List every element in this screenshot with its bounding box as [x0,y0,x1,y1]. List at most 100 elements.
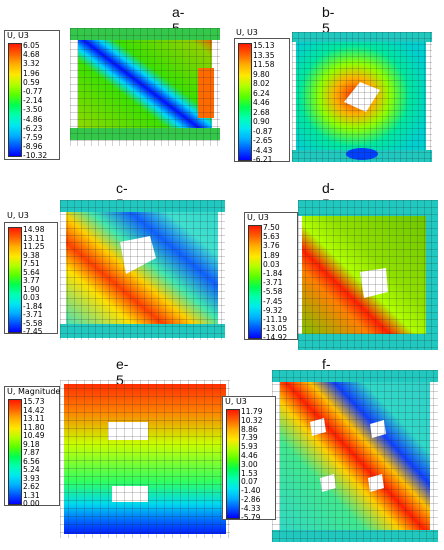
legend-value: 14.98 [23,225,45,234]
legend-field-label-b5: U, U3 [236,28,258,37]
legend-value: -2.65 [253,136,273,145]
legend-value: 2.62 [23,482,40,491]
legend-value: 7.87 [23,448,40,457]
legend-value: 4.46 [253,98,270,107]
legend-field-label: U, U3 [7,31,29,40]
legend-value: -1.84 [23,301,43,311]
fem-contour-plot-c5 [60,200,225,340]
fem-contour-plot-d5 [298,200,438,350]
legend-field-label: U, U3 [7,211,29,220]
legend-value: 11.80 [23,422,45,432]
fem-contour-plot-f5 [272,370,438,542]
legend-value: 15.73 [23,397,45,406]
legend-value: 6.05 [23,41,40,50]
legend-value: -10.32 [23,151,48,161]
legend-value: 1.53 [241,468,258,478]
legend-value: 0.03 [23,293,40,302]
legend-value: -11.19 [263,315,288,324]
legend-value: 7.50 [263,223,280,232]
contour-legend: U, U3 7.50 5.63 3.76 1.89 0.03 -1.84 -3.… [244,212,298,343]
legend-value: -9.32 [263,305,283,315]
legend-value: -2.14 [23,96,43,106]
legend-value: 10.49 [23,431,45,440]
legend-value: 10.32 [241,415,263,425]
legend-value: -0.77 [23,87,43,96]
legend-value: -2.86 [241,495,261,504]
legend-value: -6.23 [23,123,43,133]
legend-value: -6.21 [253,155,273,164]
legend-value: -1.84 [263,269,283,278]
legend-value: -0.87 [253,126,273,136]
color-scale-bar [8,399,22,505]
legend-value: 5.93 [241,442,258,452]
legend-value: 11.25 [23,242,45,251]
color-scale-bar [226,409,240,519]
legend-value: -7.59 [23,133,43,142]
contour-legend: U, U3 14.98 13.11 11.25 9.38 7.51 5.64 3… [4,211,58,336]
legend-value: 6.24 [253,88,270,98]
legend-value: 0.59 [23,77,40,87]
color-scale-bar [238,43,252,161]
legend-value: 11.79 [241,407,263,416]
contour-legend: U, U3 6.05 4.68 3.32 1.96 0.59 -0.77 -2.… [4,30,60,160]
panel-title: b-5 [322,4,335,36]
legend-value: 8.02 [253,79,270,88]
legend-value: -3.71 [23,310,43,319]
legend-value: 3.76 [263,241,280,251]
legend-value: 1.96 [23,68,40,78]
legend-value: 6.56 [23,456,40,466]
legend-value: 1.31 [23,490,40,500]
legend-value: -1.40 [241,486,261,496]
legend-value: 4.46 [241,451,258,460]
legend-value: 14.42 [23,405,45,415]
legend-value: -5.79 [241,512,261,522]
legend-value: 3.32 [23,59,40,69]
legend-value: -5.58 [23,318,43,328]
legend-value: 9.80 [253,69,270,79]
legend-value: -8.96 [23,142,43,152]
legend-value: 0.03 [263,259,280,269]
contour-legend: U, U3 11.79 10.32 8.86 7.39 5.93 4.46 3.… [222,396,276,522]
legend-value: 5.63 [263,232,280,242]
legend-value: 5.64 [23,267,40,277]
legend-value: -7.45 [23,327,43,336]
legend-value: 5.24 [23,465,40,474]
legend-value: -4.33 [241,503,261,513]
color-scale-bar [8,227,22,333]
legend-value: 9.18 [23,439,40,449]
legend-value: 15.13 [253,41,275,50]
legend-value: 4.68 [23,50,40,60]
legend-value: 8.86 [241,424,258,434]
legend-value: 7.39 [241,433,258,443]
fem-contour-plot-b5 [292,32,432,162]
legend-value: -3.50 [23,105,43,115]
contour-legend: U, Magnitude 15.73 14.42 13.11 11.80 10.… [4,386,61,508]
fem-contour-plot-a5 [70,28,220,146]
legend-value: 0.07 [241,477,258,487]
legend-value: 1.90 [23,284,40,294]
legend-value: 11.58 [253,60,275,69]
legend-value: -13.05 [263,324,288,334]
legend-value: 9.38 [23,250,40,260]
color-scale-bar [8,43,22,157]
legend-value: 3.93 [23,473,40,483]
legend-field-label: U, U3 [225,397,247,406]
legend-field-label: U, U3 [247,213,269,222]
fem-contour-plot-e5 [60,380,230,538]
legend-value: -14.92 [263,333,288,343]
legend-value: 0.90 [253,117,270,126]
legend-value: 13.35 [253,50,275,60]
legend-value: -5.58 [263,287,283,297]
legend-value: -4.43 [253,145,273,155]
legend-value: 0.00 [23,499,40,508]
legend-value: -7.45 [263,296,283,306]
contour-legend: 15.13 13.35 11.58 9.80 8.02 6.24 4.46 2.… [234,38,290,164]
legend-value: 1.89 [263,250,280,260]
legend-value: -3.71 [263,278,283,288]
legend-value: -4.86 [23,114,43,124]
legend-value: 13.11 [23,233,45,243]
legend-value: 3.00 [241,459,258,469]
legend-value: 2.68 [253,107,270,117]
legend-value: 13.11 [23,414,45,423]
legend-field-label: U, Magnitude [7,387,61,396]
